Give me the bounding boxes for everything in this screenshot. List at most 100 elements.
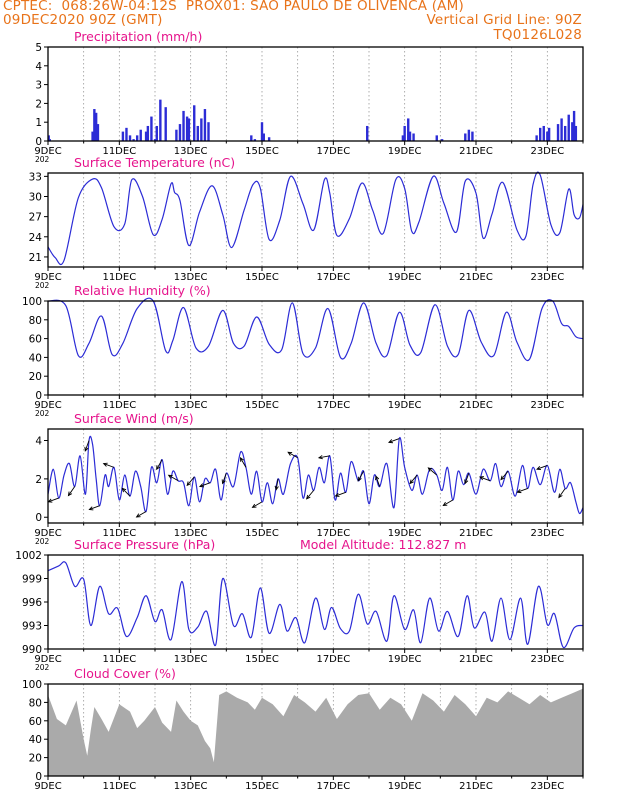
wind-arrow xyxy=(199,482,211,487)
precip-bar xyxy=(408,131,412,141)
series-line xyxy=(47,561,584,649)
wind-arrow xyxy=(318,455,330,459)
y-tick-label: 20 xyxy=(29,371,42,383)
precip-bar xyxy=(539,127,542,141)
precip-bar xyxy=(401,135,405,141)
precip-bar xyxy=(153,139,157,141)
precip-bar xyxy=(567,114,570,141)
x-year-fragment: 202 xyxy=(35,281,50,290)
precip-bar xyxy=(464,133,467,141)
precip-bar xyxy=(135,135,139,141)
wind-arrow xyxy=(306,490,315,500)
precip-bar xyxy=(132,139,135,141)
precip-bar xyxy=(262,133,265,141)
precip-bar xyxy=(467,129,471,141)
x-tick-label: 13DEC xyxy=(174,146,208,157)
x-year-fragment: 202 xyxy=(35,663,50,672)
wind-arrow-head xyxy=(167,474,173,479)
precip-bar xyxy=(91,131,94,141)
precip-bar xyxy=(96,124,100,141)
x-tick-label: 11DEC xyxy=(102,781,136,792)
y-tick-label: 40 xyxy=(29,734,42,746)
wind-arrow-head xyxy=(221,479,226,485)
x-tick-label: 19DEC xyxy=(388,400,422,411)
wind-arrow xyxy=(464,472,470,484)
x-tick-label: 19DEC xyxy=(388,654,422,665)
wind-arrow xyxy=(68,486,76,496)
precip-bar xyxy=(260,122,264,141)
precip-bar xyxy=(560,118,563,141)
x-tick-label: 23DEC xyxy=(530,272,564,283)
y-tick-label: 0 xyxy=(35,771,42,783)
wind-arrow xyxy=(240,457,247,468)
panel-frame xyxy=(47,46,584,142)
wind-arrow xyxy=(388,438,400,443)
x-tick-label: 21DEC xyxy=(459,272,493,283)
wind-arrow-head xyxy=(427,467,433,472)
panel-subtitle: Model Altitude: 112.827 m xyxy=(300,537,466,552)
wind-arrow-head xyxy=(84,446,89,452)
panel-frame xyxy=(47,554,584,650)
precip-bar xyxy=(155,125,158,141)
precip-bar xyxy=(178,124,182,141)
y-tick-label: 2 xyxy=(35,98,42,110)
precip-bar xyxy=(440,139,444,141)
y-tick-label: 80 xyxy=(29,315,42,327)
wind-arrow xyxy=(121,488,131,497)
y-tick-label: 100 xyxy=(22,679,42,691)
wind-arrow xyxy=(168,474,179,482)
precip-bar xyxy=(563,125,567,141)
precip-bar xyxy=(535,135,538,141)
wind-arrow-head xyxy=(500,475,505,481)
precip-bar xyxy=(94,112,98,141)
header-grid-line: Vertical Grid Line: 90Z xyxy=(426,12,582,28)
header-date: 09DEC2020 90Z (GMT) xyxy=(3,12,163,28)
precip-bar xyxy=(187,118,191,141)
y-tick-label: 5 xyxy=(35,42,42,54)
panel-2 xyxy=(44,171,584,271)
wind-arrow xyxy=(103,463,115,468)
series-line xyxy=(47,297,584,362)
wind-arrow xyxy=(48,497,59,503)
wind-arrow-head xyxy=(375,475,380,481)
wind-arrow xyxy=(479,476,491,482)
x-tick-label: 13DEC xyxy=(174,528,208,539)
y-tick-label: 30 xyxy=(29,192,42,204)
y-tick-label: 24 xyxy=(29,232,43,244)
panel-title: Surface Temperature (nC) xyxy=(74,155,235,170)
y-tick-label: 999 xyxy=(22,574,42,586)
precip-bar xyxy=(144,131,148,141)
precip-bar xyxy=(159,99,162,141)
precip-bar xyxy=(412,133,415,141)
precip-bar xyxy=(572,110,576,141)
y-tick-label: 993 xyxy=(22,621,42,633)
panel-frame xyxy=(47,300,584,396)
wind-arrow xyxy=(136,511,147,518)
x-tick-label: 9DEC xyxy=(34,654,61,665)
x-tick-label: 11DEC xyxy=(102,146,136,157)
wind-arrow xyxy=(89,505,100,510)
wind-arrow-head xyxy=(516,489,522,494)
wind-arrow-head xyxy=(409,479,414,485)
y-tick-label: 0 xyxy=(35,136,42,148)
panel-title: Precipitation (mm/h) xyxy=(74,29,202,44)
precip-bar xyxy=(407,118,410,141)
wind-arrow-head xyxy=(478,476,484,481)
y-tick-label: 21 xyxy=(29,252,42,264)
y-tick-label: 60 xyxy=(29,716,42,728)
x-tick-label: 9DEC xyxy=(34,781,61,792)
series-line xyxy=(47,171,584,266)
precip-bar xyxy=(200,118,203,141)
wind-arrow xyxy=(252,501,263,508)
y-tick-label: 100 xyxy=(22,296,42,308)
wind-arrow-head xyxy=(186,481,191,487)
precip-bar xyxy=(150,116,153,141)
wind-arrow-head xyxy=(135,513,141,518)
wind-arrow-head xyxy=(156,465,161,471)
x-tick-label: 17DEC xyxy=(316,781,350,792)
wind-arrow-head xyxy=(102,462,108,467)
wind-arrow-head xyxy=(274,485,279,491)
wind-arrow xyxy=(335,491,346,497)
wind-arrow-head xyxy=(357,476,362,482)
